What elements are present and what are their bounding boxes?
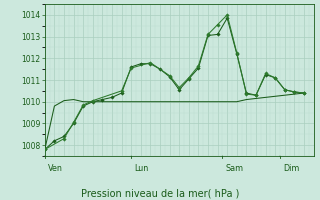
Text: Dim: Dim	[283, 164, 299, 173]
Text: Ven: Ven	[48, 164, 62, 173]
Text: Pression niveau de la mer( hPa ): Pression niveau de la mer( hPa )	[81, 188, 239, 198]
Text: Sam: Sam	[225, 164, 244, 173]
Text: Lun: Lun	[134, 164, 148, 173]
